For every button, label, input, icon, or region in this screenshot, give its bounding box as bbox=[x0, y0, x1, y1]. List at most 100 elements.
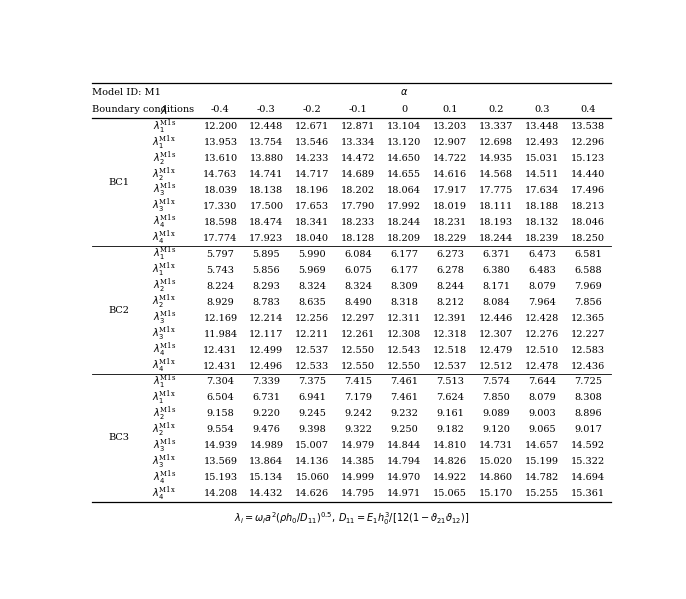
Text: 7.304: 7.304 bbox=[206, 377, 235, 386]
Text: $\lambda_2^{\mathregular{M1s}}$: $\lambda_2^{\mathregular{M1s}}$ bbox=[153, 149, 176, 168]
Text: 8.929: 8.929 bbox=[206, 298, 234, 307]
Text: 15.199: 15.199 bbox=[525, 457, 559, 466]
Text: $\lambda_3^{\mathregular{M1x}}$: $\lambda_3^{\mathregular{M1x}}$ bbox=[152, 197, 176, 216]
Text: 9.232: 9.232 bbox=[390, 409, 418, 419]
Text: 14.616: 14.616 bbox=[433, 170, 467, 179]
Text: 9.182: 9.182 bbox=[436, 425, 464, 434]
Text: 15.134: 15.134 bbox=[249, 473, 283, 482]
Text: 18.188: 18.188 bbox=[525, 202, 559, 211]
Text: 7.179: 7.179 bbox=[344, 394, 372, 403]
Text: 8.224: 8.224 bbox=[206, 282, 235, 291]
Text: 9.003: 9.003 bbox=[528, 409, 556, 419]
Text: 6.380: 6.380 bbox=[482, 266, 510, 275]
Text: 14.731: 14.731 bbox=[479, 441, 513, 450]
Text: -0.2: -0.2 bbox=[303, 105, 322, 114]
Text: 9.398: 9.398 bbox=[298, 425, 326, 434]
Text: 5.797: 5.797 bbox=[206, 250, 235, 259]
Text: 7.624: 7.624 bbox=[436, 394, 464, 403]
Text: 13.448: 13.448 bbox=[525, 122, 559, 131]
Text: 12.448: 12.448 bbox=[249, 122, 283, 131]
Text: 6.731: 6.731 bbox=[252, 394, 281, 403]
Text: 14.208: 14.208 bbox=[203, 489, 237, 498]
Text: 14.979: 14.979 bbox=[341, 441, 375, 450]
Text: 7.856: 7.856 bbox=[574, 298, 602, 307]
Text: 12.907: 12.907 bbox=[433, 138, 467, 147]
Text: 14.741: 14.741 bbox=[249, 170, 283, 179]
Text: 6.473: 6.473 bbox=[528, 250, 556, 259]
Text: 13.610: 13.610 bbox=[203, 154, 237, 163]
Text: 6.177: 6.177 bbox=[390, 266, 418, 275]
Text: 17.500: 17.500 bbox=[249, 202, 283, 211]
Text: 12.365: 12.365 bbox=[571, 314, 605, 323]
Text: 9.250: 9.250 bbox=[390, 425, 418, 434]
Text: 18.111: 18.111 bbox=[479, 202, 513, 211]
Text: 18.250: 18.250 bbox=[571, 234, 605, 243]
Text: $\lambda$: $\lambda$ bbox=[161, 104, 168, 116]
Text: 15.060: 15.060 bbox=[296, 473, 329, 482]
Text: 12.296: 12.296 bbox=[571, 138, 605, 147]
Text: 12.671: 12.671 bbox=[295, 122, 329, 131]
Text: 14.844: 14.844 bbox=[387, 441, 421, 450]
Text: $\lambda_3^{\mathregular{M1s}}$: $\lambda_3^{\mathregular{M1s}}$ bbox=[153, 437, 176, 455]
Text: 0: 0 bbox=[401, 105, 407, 114]
Text: 5.990: 5.990 bbox=[298, 250, 326, 259]
Text: 14.717: 14.717 bbox=[295, 170, 329, 179]
Text: 12.428: 12.428 bbox=[525, 314, 559, 323]
Text: -0.1: -0.1 bbox=[349, 105, 368, 114]
Text: 18.040: 18.040 bbox=[295, 234, 329, 243]
Text: 13.569: 13.569 bbox=[203, 457, 237, 466]
Text: 8.309: 8.309 bbox=[390, 282, 418, 291]
Text: 14.935: 14.935 bbox=[479, 154, 513, 163]
Text: 7.850: 7.850 bbox=[482, 394, 510, 403]
Text: 12.318: 12.318 bbox=[433, 329, 467, 338]
Text: 18.064: 18.064 bbox=[387, 186, 421, 195]
Text: 18.132: 18.132 bbox=[525, 218, 559, 227]
Text: 12.308: 12.308 bbox=[387, 329, 421, 338]
Text: 6.278: 6.278 bbox=[436, 266, 464, 275]
Text: 8.244: 8.244 bbox=[436, 282, 464, 291]
Text: 14.860: 14.860 bbox=[479, 473, 513, 482]
Text: 15.020: 15.020 bbox=[479, 457, 513, 466]
Text: $\lambda_2^{\mathregular{M1x}}$: $\lambda_2^{\mathregular{M1x}}$ bbox=[152, 420, 176, 439]
Text: 18.244: 18.244 bbox=[479, 234, 513, 243]
Text: 12.499: 12.499 bbox=[249, 346, 283, 355]
Text: 15.361: 15.361 bbox=[571, 489, 605, 498]
Text: 14.657: 14.657 bbox=[525, 441, 559, 450]
Text: $\lambda_1^{\mathregular{M1s}}$: $\lambda_1^{\mathregular{M1s}}$ bbox=[153, 117, 176, 135]
Text: 6.483: 6.483 bbox=[528, 266, 556, 275]
Text: 15.007: 15.007 bbox=[295, 441, 329, 450]
Text: 18.046: 18.046 bbox=[571, 218, 605, 227]
Text: 17.992: 17.992 bbox=[387, 202, 421, 211]
Text: 12.550: 12.550 bbox=[387, 362, 421, 371]
Text: 5.969: 5.969 bbox=[298, 266, 326, 275]
Text: 18.196: 18.196 bbox=[295, 186, 329, 195]
Text: 8.896: 8.896 bbox=[574, 409, 602, 419]
Text: 14.722: 14.722 bbox=[433, 154, 467, 163]
Text: 7.461: 7.461 bbox=[390, 377, 418, 386]
Text: -0.4: -0.4 bbox=[211, 105, 230, 114]
Text: 12.512: 12.512 bbox=[479, 362, 513, 371]
Text: 15.123: 15.123 bbox=[571, 154, 605, 163]
Text: $\lambda_3^{\mathregular{M1s}}$: $\lambda_3^{\mathregular{M1s}}$ bbox=[153, 181, 176, 199]
Text: 17.917: 17.917 bbox=[433, 186, 467, 195]
Text: 7.375: 7.375 bbox=[298, 377, 327, 386]
Text: 8.783: 8.783 bbox=[252, 298, 281, 307]
Text: 14.136: 14.136 bbox=[295, 457, 329, 466]
Text: 12.550: 12.550 bbox=[341, 346, 375, 355]
Text: 6.581: 6.581 bbox=[574, 250, 602, 259]
Text: 9.245: 9.245 bbox=[298, 409, 327, 419]
Text: 7.339: 7.339 bbox=[252, 377, 281, 386]
Text: 13.880: 13.880 bbox=[249, 154, 283, 163]
Text: $\lambda_4^{\mathregular{M1x}}$: $\lambda_4^{\mathregular{M1x}}$ bbox=[152, 229, 176, 247]
Text: 6.371: 6.371 bbox=[482, 250, 510, 259]
Text: 12.169: 12.169 bbox=[203, 314, 237, 323]
Text: 18.598: 18.598 bbox=[204, 218, 237, 227]
Text: 0.1: 0.1 bbox=[442, 105, 458, 114]
Text: 17.634: 17.634 bbox=[525, 186, 559, 195]
Text: 18.128: 18.128 bbox=[341, 234, 375, 243]
Text: BC2: BC2 bbox=[108, 305, 129, 314]
Text: 12.211: 12.211 bbox=[295, 329, 329, 338]
Text: 12.496: 12.496 bbox=[249, 362, 283, 371]
Text: 6.504: 6.504 bbox=[206, 394, 234, 403]
Text: $\lambda_4^{\mathregular{M1s}}$: $\lambda_4^{\mathregular{M1s}}$ bbox=[153, 468, 176, 487]
